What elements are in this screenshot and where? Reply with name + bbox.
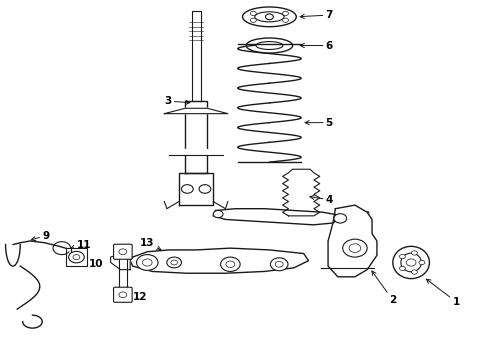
Circle shape bbox=[220, 257, 240, 271]
Circle shape bbox=[283, 18, 289, 22]
Polygon shape bbox=[164, 108, 228, 114]
Polygon shape bbox=[179, 173, 213, 205]
Circle shape bbox=[283, 11, 289, 15]
Circle shape bbox=[199, 185, 211, 193]
Circle shape bbox=[275, 261, 283, 267]
Text: 10: 10 bbox=[80, 259, 103, 269]
FancyBboxPatch shape bbox=[114, 287, 132, 302]
Polygon shape bbox=[213, 209, 343, 225]
Circle shape bbox=[250, 11, 256, 15]
Circle shape bbox=[213, 211, 223, 218]
Circle shape bbox=[171, 260, 177, 265]
Ellipse shape bbox=[243, 7, 296, 27]
Circle shape bbox=[137, 255, 158, 270]
Circle shape bbox=[399, 255, 405, 259]
Text: 7: 7 bbox=[300, 10, 333, 20]
Text: 1: 1 bbox=[426, 279, 460, 307]
FancyBboxPatch shape bbox=[114, 244, 132, 259]
Circle shape bbox=[399, 266, 405, 270]
Polygon shape bbox=[283, 169, 320, 216]
Ellipse shape bbox=[256, 41, 283, 49]
Circle shape bbox=[167, 257, 181, 268]
Circle shape bbox=[73, 255, 80, 260]
Text: 8: 8 bbox=[339, 211, 369, 221]
Circle shape bbox=[143, 259, 152, 266]
Polygon shape bbox=[119, 258, 127, 288]
Text: 6: 6 bbox=[300, 41, 333, 50]
Polygon shape bbox=[192, 12, 200, 101]
Circle shape bbox=[226, 261, 235, 267]
Circle shape bbox=[250, 18, 256, 22]
Ellipse shape bbox=[401, 253, 421, 272]
Ellipse shape bbox=[255, 12, 284, 22]
Text: 4: 4 bbox=[310, 195, 333, 205]
Circle shape bbox=[119, 292, 127, 298]
Polygon shape bbox=[169, 149, 223, 155]
Text: 12: 12 bbox=[124, 289, 147, 302]
Polygon shape bbox=[130, 248, 309, 273]
Circle shape bbox=[412, 270, 417, 274]
Text: 5: 5 bbox=[305, 118, 333, 128]
Text: 3: 3 bbox=[165, 96, 190, 106]
Text: 2: 2 bbox=[372, 271, 396, 305]
Circle shape bbox=[412, 251, 417, 255]
Circle shape bbox=[270, 258, 288, 271]
Circle shape bbox=[181, 185, 193, 193]
Circle shape bbox=[266, 14, 273, 20]
FancyBboxPatch shape bbox=[66, 248, 87, 266]
Circle shape bbox=[406, 259, 416, 266]
Ellipse shape bbox=[246, 38, 293, 53]
Circle shape bbox=[334, 214, 346, 223]
Polygon shape bbox=[111, 253, 130, 270]
Circle shape bbox=[343, 239, 367, 257]
Text: 11: 11 bbox=[71, 239, 91, 249]
Circle shape bbox=[69, 251, 84, 263]
Circle shape bbox=[419, 260, 425, 265]
Text: 13: 13 bbox=[140, 238, 161, 250]
Polygon shape bbox=[185, 101, 207, 173]
Ellipse shape bbox=[393, 246, 429, 279]
Polygon shape bbox=[328, 205, 377, 277]
Circle shape bbox=[119, 249, 127, 255]
Circle shape bbox=[349, 244, 361, 252]
Text: 9: 9 bbox=[31, 231, 49, 241]
